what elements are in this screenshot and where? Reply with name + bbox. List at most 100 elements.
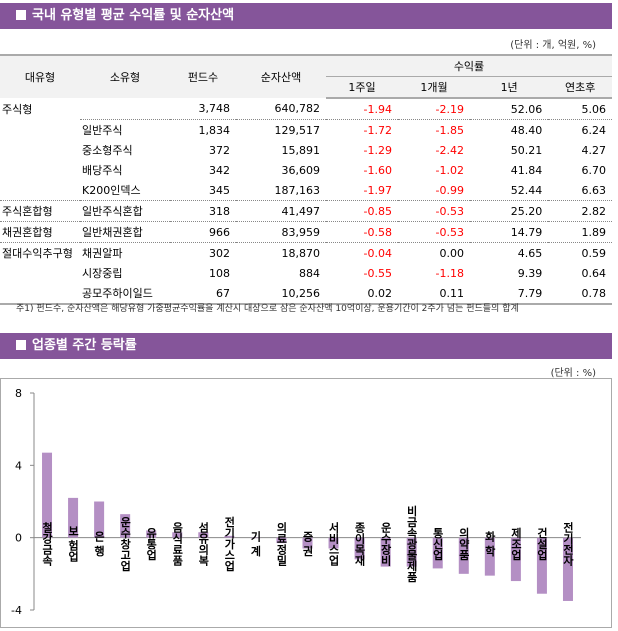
x-tick-label: 섬유의복 [197,520,210,566]
bar-전기가스업 [224,535,235,538]
cell-minor: 중소형주식 [82,144,133,157]
cell-y1: 41.84 [510,163,543,177]
cell-major [0,160,80,180]
cell-major [0,140,80,160]
cell-major: 절대수익추구형 [0,242,80,263]
cell-ytd: 0.64 [581,266,607,280]
sector-bar-chart: 8 4 0 -4 철강금속 보 험업 은 행 운수창고업 유통업 음식료품 섬유의복 전기가스업 기 계… [11,387,581,617]
bar-화학 [484,537,495,576]
x-tick-label: 증 권 [301,530,314,556]
bar-은행 [94,501,105,538]
x-tick-label: 의약품 [457,526,470,560]
cell-m1: -0.53 [397,221,470,243]
cell-ytd: 6.70 [581,163,607,177]
x-tick-label: 음식료품 [171,521,184,565]
table-row: 배당주식 342 36,609 -1.60 -1.02 41.84 6.70 [0,160,612,180]
cell-minor: 시장중립 [82,267,123,280]
x-tick-label: 서비스업 [327,520,340,565]
cell-funds: 318 [170,200,236,222]
cell-w1: -1.94 [363,102,392,116]
x-tick-label: 운수창고업 [119,516,132,571]
x-tick-label: 화 학 [483,529,496,557]
cell-m1: 0.00 [397,242,470,263]
cell-major [0,120,80,141]
bar-서비스업 [328,537,339,549]
cell-minor: 배당주식 [82,164,123,177]
cell-ytd: 2.82 [548,200,612,222]
cell-assets: 10,256 [236,283,326,305]
x-tick-label: 기 계 [249,529,262,557]
cell-minor: 일반주식 [80,119,170,140]
cell-assets: 15,891 [281,143,321,157]
cell-w1: -0.55 [363,266,392,280]
cell-y1: 7.79 [469,283,549,305]
table-row: 주식형 3,748 640,782 -1.94 -2.19 52.06 5.06 [0,98,612,120]
table-row: 시장중립 108 884 -0.55 -1.18 9.39 0.64 [0,263,612,283]
cell-y1: 52.06 [510,102,543,116]
bar-건설업 [536,537,547,594]
x-tick-label: 운수장비 [379,521,392,566]
cell-assets: 129,517 [236,119,326,140]
col-major: 대유형 [0,54,80,98]
cell-y1: 52.44 [510,183,543,197]
bar-제조업 [510,537,521,582]
y-tick-label: 8 [15,387,22,400]
cell-y1: 50.21 [510,143,543,157]
cell-y1: 14.79 [469,221,549,243]
col-1y: 1년 [469,76,549,99]
col-1w: 1주일 [326,76,398,99]
x-tick-label: 비금속광물제품 [405,504,418,582]
bar-비금속광물제품 [406,537,417,567]
cell-assets: 884 [299,266,320,280]
cell-y1: 48.40 [469,119,549,140]
table-row: K200인덱스 345 187,163 -1.97 -0.99 52.44 6.63 [0,180,612,201]
y-tick-label: 0 [15,532,22,545]
fund-returns-table: 대유형 소유형 펀드수 순자산액 수익률 1주일 1개월 1년 연초후 주식형 3… [0,54,612,305]
cell-funds: 966 [170,221,236,243]
table-row: 주식혼합형 일반주식혼합 318 41,497 -0.85 -0.53 25.20 2.82 [0,200,612,222]
x-tick-label: 건설업 [535,526,548,560]
cell-m1: -2.19 [435,102,464,116]
bar-기계 [250,537,261,539]
square-bullet-icon [16,10,26,20]
x-tick-label: 은 행 [93,530,106,557]
bar-운수장비 [380,537,391,567]
unit-label: (단위 : %) [550,368,596,379]
y-tick-label: 4 [15,459,22,472]
table-row: 채권혼합형 일반채권혼합 966 83,959 -0.58 -0.53 14.79 1.89 [0,221,612,243]
cell-funds: 372 [209,143,230,157]
x-tick-label: 제조업 [509,526,522,560]
bar-보험업 [68,497,79,538]
bar-섬유의복 [198,532,209,538]
cell-assets: 640,782 [274,102,321,115]
cell-w1: -0.04 [326,242,398,263]
x-tick-label: 유통업 [145,527,158,560]
bar-통신업 [432,537,443,569]
cell-funds: 342 [209,163,230,177]
cell-assets: 36,609 [281,163,321,177]
table-row: 절대수익추구형 채권알파 302 18,870 -0.04 0.00 4.65 0.59 [0,242,612,263]
cell-funds: 1,834 [170,119,236,140]
bar-유통업 [146,530,157,538]
section-header-fund-returns: 국내 유형별 평균 수익률 및 순자산액 [0,3,612,29]
cell-y1: 9.39 [517,266,543,280]
cell-assets: 41,497 [236,200,326,222]
cell-funds: 345 [209,183,230,197]
bar-음식료품 [172,532,183,538]
cell-assets: 83,959 [236,221,326,243]
bar-운수창고업 [120,514,131,538]
cell-w1: -1.72 [326,119,398,140]
cell-y1: 4.65 [469,242,549,263]
table-row: 중소형주식 372 15,891 -1.29 -2.42 50.21 4.27 [0,140,612,160]
bar-의약품 [458,537,469,574]
cell-major [0,283,80,305]
bar-전기전자 [562,537,573,601]
cell-w1: -1.97 [363,183,392,197]
y-tick-label: -4 [11,604,22,617]
col-ytd: 연초후 [548,76,612,99]
cell-assets: 18,870 [236,242,326,263]
cell-w1: -0.58 [326,221,398,243]
col-funds: 펀드수 [170,54,236,98]
cell-w1: -1.60 [363,163,392,177]
cell-m1: -2.42 [435,143,464,157]
